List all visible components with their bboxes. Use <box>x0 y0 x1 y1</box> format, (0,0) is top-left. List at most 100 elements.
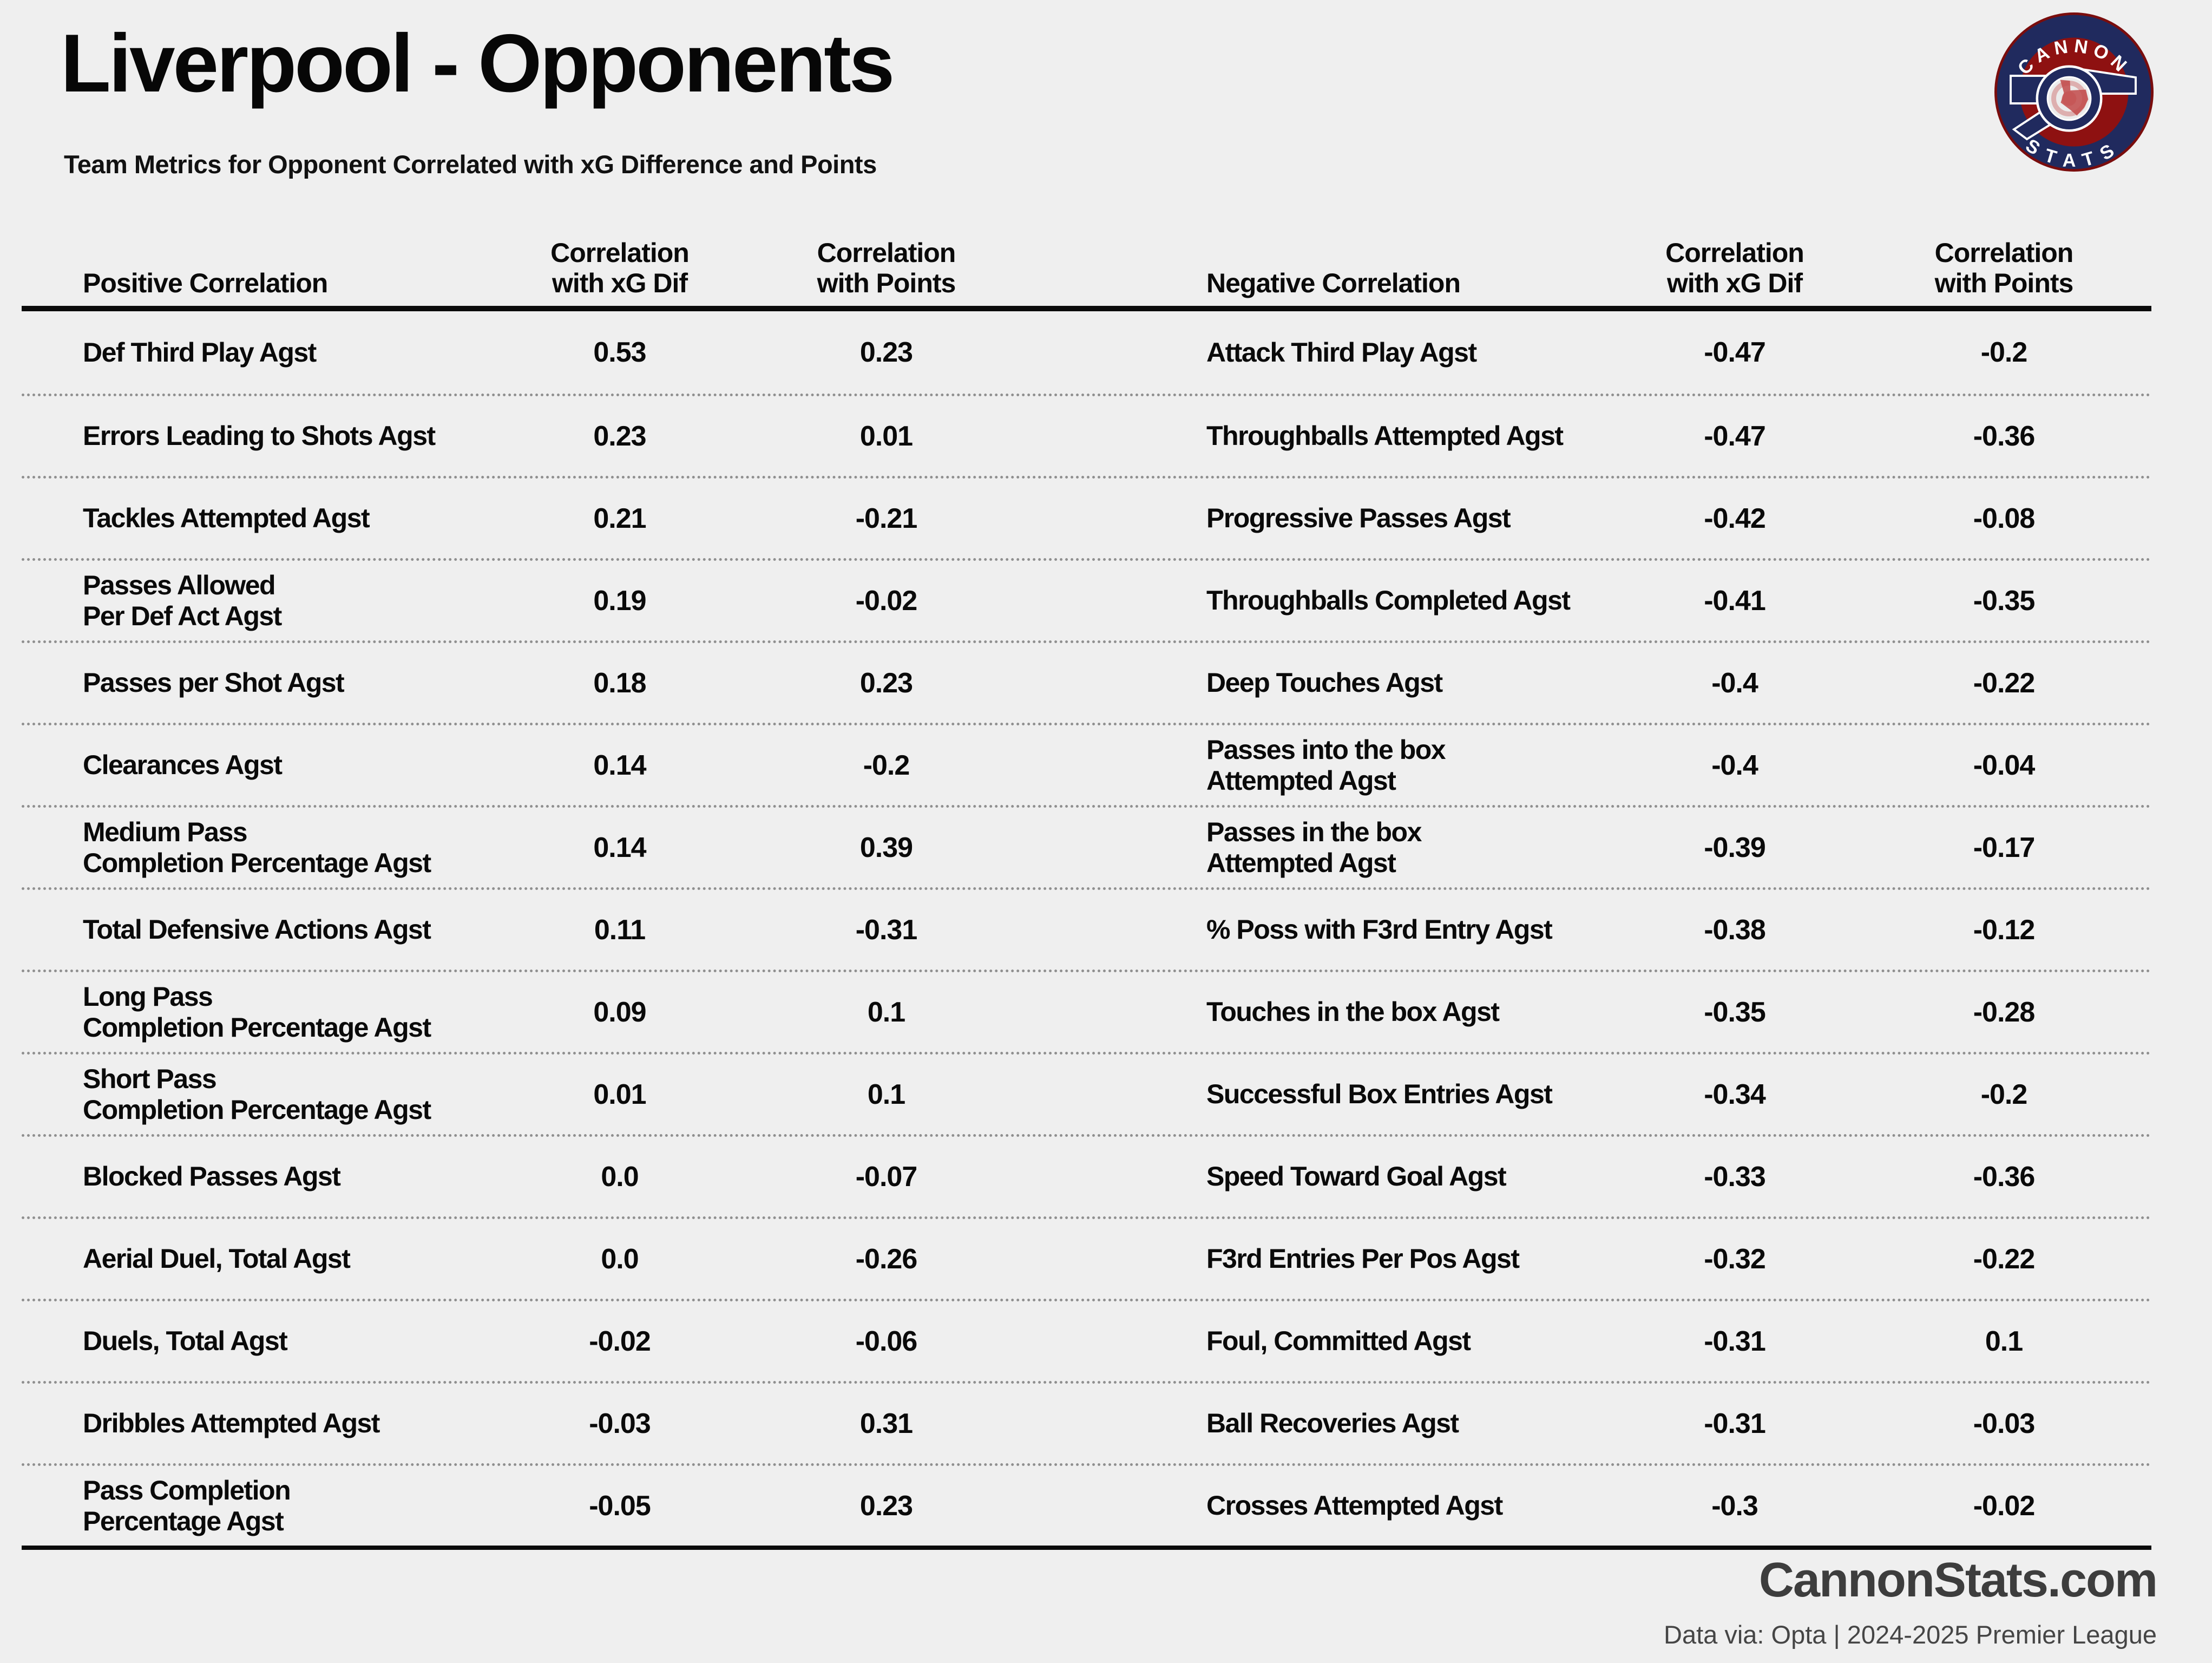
negative-points-value: -0.2 <box>1980 337 2028 368</box>
negative-points-value: -0.28 <box>1973 996 2036 1028</box>
negative-metric-label: % Poss with F3rd Entry Agst <box>1206 914 1553 945</box>
negative-xg-value: -0.47 <box>1704 337 1766 368</box>
negative-metric-label: Speed Toward Goal Agst <box>1206 1161 1507 1192</box>
positive-points-value: -0.07 <box>855 1161 918 1193</box>
cannon-stats-logo: CANNON STATS <box>1994 12 2154 172</box>
positive-metric-label: Dribbles Attempted Agst <box>83 1408 380 1439</box>
positive-xg-value: 0.0 <box>601 1243 639 1275</box>
negative-xg-value: -0.31 <box>1704 1407 1766 1439</box>
table-row: Aerial Duel, Total Agst 0.0 -0.26 F3rd E… <box>22 1216 2151 1299</box>
positive-xg-value: 0.11 <box>594 914 646 946</box>
table-row: Passes Allowed Per Def Act Agst 0.19 -0.… <box>22 558 2151 640</box>
negative-points-value: -0.08 <box>1973 502 2036 534</box>
positive-metric-label: Errors Leading to Shots Agst <box>83 421 436 451</box>
data-credit-text: Data via: Opta | 2024-2025 Premier Leagu… <box>1664 1620 2157 1649</box>
positive-points-value: -0.31 <box>855 914 918 946</box>
negative-points-value: 0.1 <box>1985 1325 2023 1357</box>
negative-xg-value: -0.47 <box>1704 420 1766 452</box>
positive-xg-value: 0.53 <box>593 337 646 368</box>
negative-points-value: -0.17 <box>1973 832 2036 863</box>
positive-metric-label: Short Pass Completion Percentage Agst <box>83 1064 431 1125</box>
positive-metric-label: Passes per Shot Agst <box>83 667 345 698</box>
brand-text: CannonStats.com <box>1758 1553 2158 1607</box>
table-row: Passes per Shot Agst 0.18 0.23 Deep Touc… <box>22 640 2151 723</box>
table-row: Clearances Agst 0.14 -0.2 Passes into th… <box>22 723 2151 805</box>
negative-points-header: Correlation with Points <box>1934 238 2074 298</box>
negative-points-value: -0.36 <box>1973 1161 2036 1193</box>
positive-xg-value: -0.02 <box>589 1325 651 1357</box>
negative-metric-label: F3rd Entries Per Pos Agst <box>1206 1243 1520 1274</box>
table-row: Long Pass Completion Percentage Agst 0.0… <box>22 970 2151 1052</box>
positive-metric-label: Aerial Duel, Total Agst <box>83 1243 351 1274</box>
negative-xg-value: -0.33 <box>1704 1161 1766 1193</box>
positive-xg-value: 0.09 <box>593 996 646 1028</box>
negative-points-value: -0.2 <box>1980 1078 2028 1110</box>
positive-xg-value: 0.14 <box>593 749 646 781</box>
negative-metric-label: Passes in the box Attempted Agst <box>1206 817 1422 878</box>
negative-xg-header: Correlation with xG Dif <box>1665 238 1804 298</box>
positive-points-value: 0.1 <box>867 1078 905 1110</box>
positive-xg-value: 0.23 <box>593 420 646 452</box>
positive-points-value: 0.39 <box>859 832 913 863</box>
positive-metric-label: Pass Completion Percentage Agst <box>83 1475 291 1536</box>
negative-xg-value: -0.32 <box>1704 1243 1766 1275</box>
positive-xg-value: 0.14 <box>593 832 646 863</box>
negative-metric-label: Ball Recoveries Agst <box>1206 1408 1459 1439</box>
positive-metric-label: Tackles Attempted Agst <box>83 503 370 534</box>
negative-xg-value: -0.34 <box>1704 1078 1766 1110</box>
page-subtitle: Team Metrics for Opponent Correlated wit… <box>64 150 877 179</box>
negative-metric-label: Throughballs Attempted Agst <box>1206 421 1564 451</box>
table-row: Total Defensive Actions Agst 0.11 -0.31 … <box>22 887 2151 970</box>
positive-points-value: 0.23 <box>859 667 913 699</box>
negative-points-value: -0.36 <box>1973 420 2036 452</box>
positive-points-value: -0.26 <box>855 1243 918 1275</box>
table-row: Errors Leading to Shots Agst 0.23 0.01 T… <box>22 394 2151 476</box>
negative-points-value: -0.35 <box>1973 585 2036 617</box>
table-header-row: Positive Correlation Correlation with xG… <box>22 208 2151 306</box>
negative-points-value: -0.02 <box>1973 1490 2036 1522</box>
positive-correlation-header: Positive Correlation <box>83 268 328 298</box>
positive-points-value: 0.01 <box>859 420 913 452</box>
table-row: Def Third Play Agst 0.53 0.23 Attack Thi… <box>22 311 2151 394</box>
positive-points-value: -0.2 <box>863 749 910 781</box>
negative-points-value: -0.04 <box>1973 749 2036 781</box>
table-rows: Def Third Play Agst 0.53 0.23 Attack Thi… <box>22 306 2151 1550</box>
negative-points-value: -0.22 <box>1973 1243 2036 1275</box>
positive-metric-label: Blocked Passes Agst <box>83 1161 341 1192</box>
positive-xg-value: 0.01 <box>593 1078 646 1110</box>
negative-metric-label: Successful Box Entries Agst <box>1206 1079 1553 1110</box>
positive-xg-value: -0.03 <box>589 1407 651 1439</box>
negative-xg-value: -0.42 <box>1704 502 1766 534</box>
positive-xg-value: 0.19 <box>593 585 646 617</box>
positive-metric-label: Def Third Play Agst <box>83 337 317 368</box>
table-row: Blocked Passes Agst 0.0 -0.07 Speed Towa… <box>22 1134 2151 1216</box>
positive-points-value: 0.1 <box>867 996 905 1028</box>
positive-points-value: 0.31 <box>859 1407 913 1439</box>
negative-metric-label: Attack Third Play Agst <box>1206 337 1477 368</box>
negative-metric-label: Progressive Passes Agst <box>1206 503 1511 534</box>
positive-points-value: -0.21 <box>855 502 918 534</box>
positive-metric-label: Medium Pass Completion Percentage Agst <box>83 817 431 878</box>
table-row: Medium Pass Completion Percentage Agst 0… <box>22 805 2151 887</box>
table-row: Pass Completion Percentage Agst -0.05 0.… <box>22 1463 2151 1546</box>
table-row: Dribbles Attempted Agst -0.03 0.31 Ball … <box>22 1381 2151 1463</box>
negative-xg-value: -0.39 <box>1704 832 1766 863</box>
negative-points-value: -0.12 <box>1973 914 2036 946</box>
table-row: Short Pass Completion Percentage Agst 0.… <box>22 1052 2151 1134</box>
positive-xg-value: 0.18 <box>593 667 646 699</box>
positive-xg-value: -0.05 <box>589 1490 651 1522</box>
positive-metric-label: Passes Allowed Per Def Act Agst <box>83 570 282 631</box>
table-row: Tackles Attempted Agst 0.21 -0.21 Progre… <box>22 476 2151 558</box>
negative-xg-value: -0.4 <box>1711 667 1758 699</box>
table-row: Duels, Total Agst -0.02 -0.06 Foul, Comm… <box>22 1299 2151 1381</box>
negative-metric-label: Foul, Committed Agst <box>1206 1326 1471 1357</box>
positive-points-value: 0.23 <box>859 337 913 368</box>
negative-xg-value: -0.31 <box>1704 1325 1766 1357</box>
negative-xg-value: -0.35 <box>1704 996 1766 1028</box>
negative-metric-label: Crosses Attempted Agst <box>1206 1490 1503 1521</box>
negative-correlation-header: Negative Correlation <box>1206 268 1461 298</box>
positive-xg-header: Correlation with xG Dif <box>550 238 690 298</box>
positive-metric-label: Clearances Agst <box>83 750 283 781</box>
positive-metric-label: Duels, Total Agst <box>83 1326 288 1357</box>
texas-shape-icon <box>2060 80 2089 116</box>
